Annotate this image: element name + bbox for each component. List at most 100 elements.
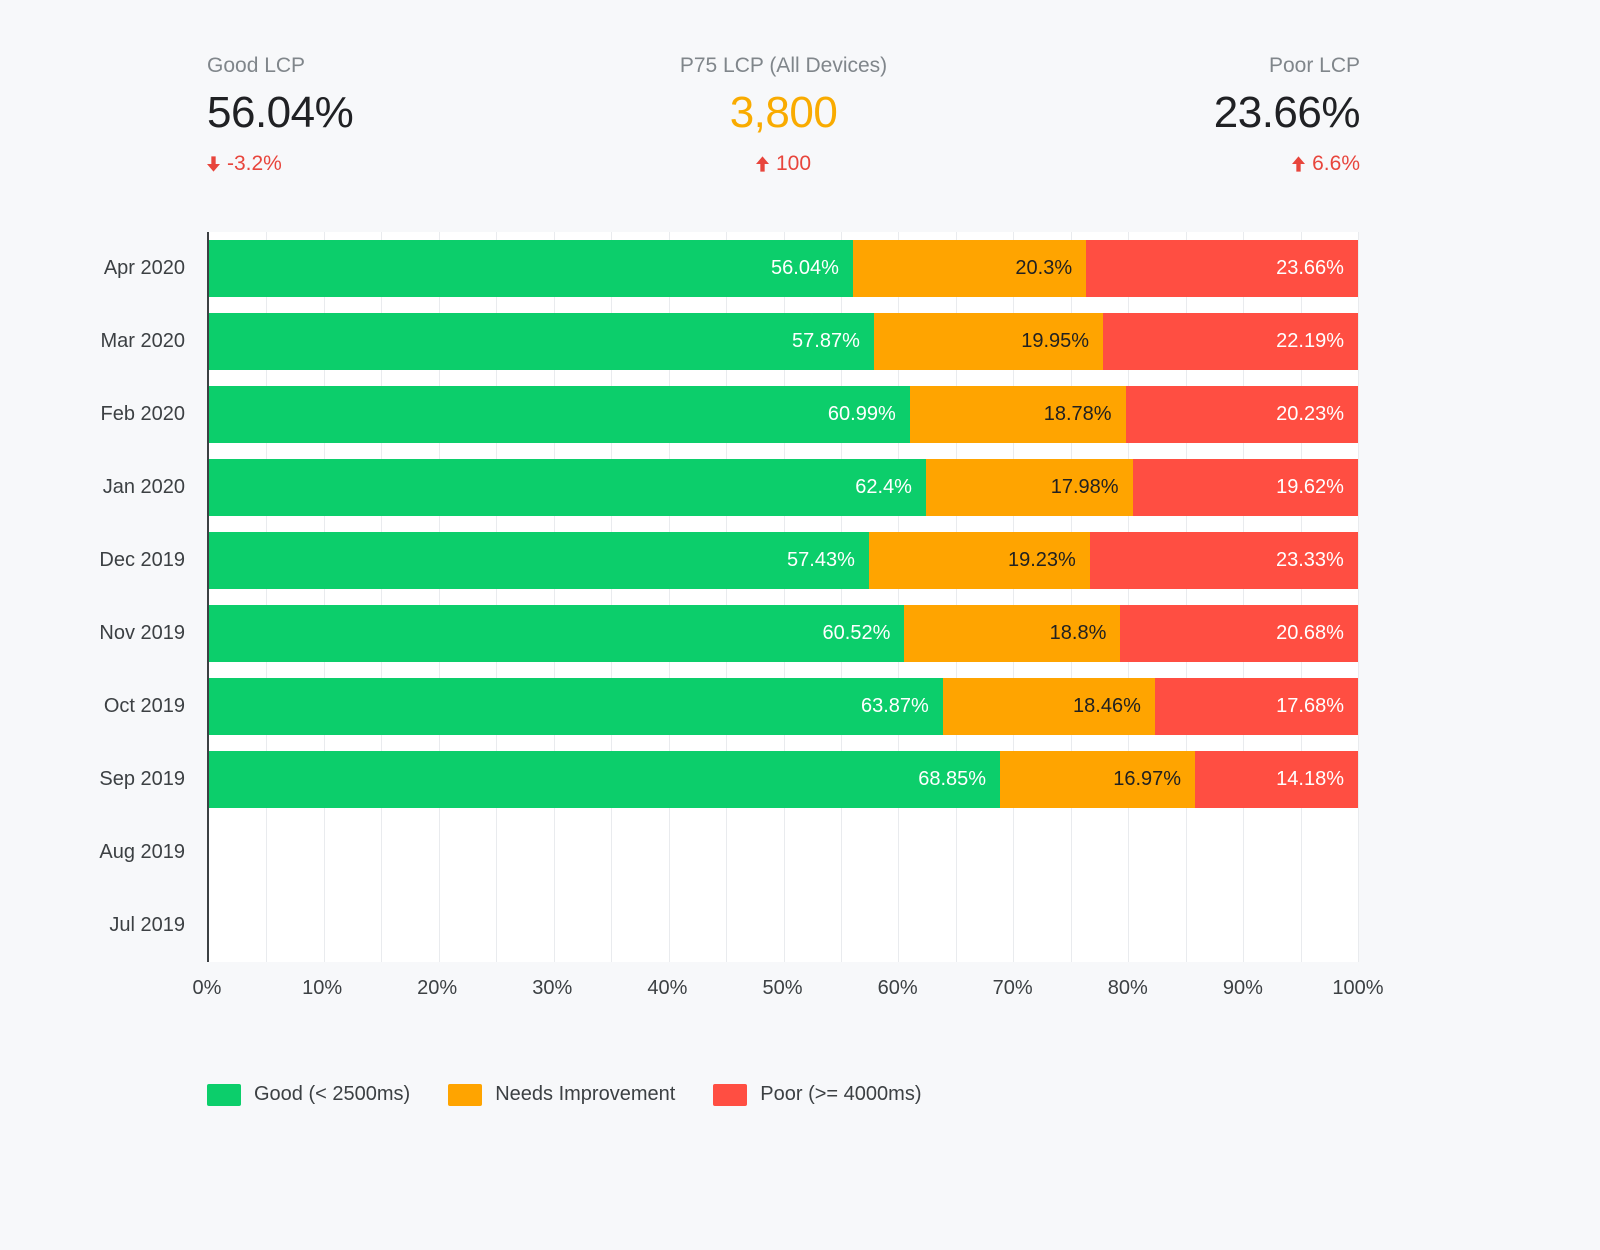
stacked-bar: 68.85% 16.97% 14.18% — [209, 751, 1358, 808]
stacked-bar: 60.52% 18.8% 20.68% — [209, 605, 1358, 662]
bar-row: 60.52% 18.8% 20.68% — [209, 597, 1358, 670]
kpi-label: P75 LCP (All Devices) — [679, 54, 888, 77]
kpi-p75-lcp: P75 LCP (All Devices) 3,800 100 — [680, 54, 887, 176]
gridline — [955, 232, 957, 962]
bar-value-label: 57.43% — [787, 549, 855, 571]
bar-value-label: 60.52% — [822, 622, 891, 644]
bar-segment[interactable]: 57.87% — [209, 313, 874, 370]
kpi-delta: 6.6% — [887, 152, 1360, 176]
bar-segment[interactable]: 56.04% — [209, 240, 853, 297]
x-axis-tick: 0% — [192, 977, 222, 999]
kpi-good-lcp: Good LCP 56.04% -3.2% — [207, 54, 680, 176]
y-axis-label: Aug 2019 — [99, 841, 185, 863]
bar-value-label: 20.23% — [1276, 403, 1344, 425]
bar-segment[interactable]: 19.23% — [868, 532, 1090, 589]
legend-label: Good (< 2500ms) — [254, 1083, 411, 1105]
bar-segment[interactable]: 18.8% — [904, 605, 1121, 662]
bar-segment[interactable]: 60.99% — [209, 386, 910, 443]
bar-value-label: 62.4% — [855, 476, 912, 498]
kpi-value: 56.04% — [207, 88, 354, 137]
bar-value-label: 22.19% — [1276, 330, 1345, 352]
bar-segment[interactable]: 23.66% — [1086, 240, 1358, 297]
bar-segment[interactable]: 20.68% — [1120, 605, 1358, 662]
bar-value-label: 68.85% — [918, 768, 987, 790]
arrow-down-icon — [207, 156, 220, 172]
bar-segment[interactable]: 18.78% — [909, 386, 1126, 443]
bar-row: 68.85% 16.97% 14.18% — [209, 743, 1358, 816]
x-axis-tick: 50% — [762, 977, 803, 999]
legend-swatch — [448, 1083, 483, 1106]
bar-value-label: 20.68% — [1276, 622, 1344, 644]
bar-value-label: 20.3% — [1015, 257, 1073, 279]
bar-value-label: 17.68% — [1276, 695, 1344, 717]
gridline — [1013, 232, 1015, 962]
bar-segment[interactable]: 20.3% — [852, 240, 1087, 297]
y-axis-label: Oct 2019 — [103, 695, 185, 717]
legend-item[interactable]: Poor (>= 4000ms) — [713, 1083, 921, 1106]
kpi-delta: -3.2% — [207, 152, 680, 176]
stacked-bar: 57.43% 19.23% 23.33% — [209, 532, 1358, 589]
gridline — [1243, 232, 1245, 962]
stacked-bar: 60.99% 18.78% 20.23% — [209, 386, 1358, 443]
gridline — [1128, 232, 1130, 962]
bar-segment[interactable]: 57.43% — [209, 532, 869, 589]
gridline — [726, 232, 728, 962]
bar-segment[interactable]: 16.97% — [1000, 751, 1196, 808]
bar-value-label: 16.97% — [1113, 768, 1182, 790]
legend-label: Poor (>= 4000ms) — [760, 1083, 922, 1105]
bar-segment[interactable]: 22.19% — [1103, 313, 1359, 370]
bar-segment[interactable]: 17.68% — [1154, 678, 1358, 735]
kpi-delta-value: 6.6% — [1312, 152, 1360, 175]
bar-row: 62.4% 17.98% 19.62% — [209, 451, 1358, 524]
gridline — [266, 232, 268, 962]
gridline — [783, 232, 785, 962]
bar-value-label: 56.04% — [771, 257, 839, 279]
bar-value-label: 14.18% — [1276, 768, 1344, 790]
legend-item[interactable]: Good (< 2500ms) — [207, 1083, 410, 1106]
gridline — [381, 232, 383, 962]
gridline — [668, 232, 670, 962]
bar-segment[interactable]: 63.87% — [209, 678, 943, 735]
bar-segment[interactable]: 19.62% — [1132, 459, 1358, 516]
bar-segment[interactable]: 18.46% — [942, 678, 1155, 735]
bar-segment[interactable]: 23.33% — [1089, 532, 1358, 589]
bar-segment[interactable]: 14.18% — [1195, 751, 1358, 808]
bar-row: 63.87% 18.46% 17.68% — [209, 670, 1358, 743]
gridline — [898, 232, 900, 962]
bar-value-label: 19.95% — [1021, 330, 1090, 352]
x-axis-tick: 10% — [302, 977, 343, 999]
plot-area: 56.04% 20.3% 23.66% 57.87% 19.95% 22.19% 60.99… — [207, 232, 1359, 962]
bar-segment[interactable]: 60.52% — [209, 605, 905, 662]
stacked-bar: 57.87% 19.95% 22.19% — [209, 313, 1359, 370]
gridline — [1185, 232, 1187, 962]
x-axis-tick: 20% — [417, 977, 458, 999]
x-axis-tick: 90% — [1222, 977, 1263, 999]
gridline — [323, 232, 325, 962]
gridline — [1358, 232, 1359, 962]
x-axis-tick: 30% — [532, 977, 573, 999]
bar-value-label: 18.46% — [1073, 695, 1141, 717]
bar-segment[interactable]: 68.85% — [209, 751, 1001, 808]
legend-item[interactable]: Needs Improvement — [448, 1083, 675, 1106]
gridline — [438, 232, 440, 962]
bar-value-label: 18.8% — [1049, 622, 1107, 644]
bar-segment[interactable]: 20.23% — [1125, 386, 1358, 443]
bar-segment[interactable]: 62.4% — [209, 459, 926, 516]
legend-swatch — [207, 1083, 241, 1106]
stacked-bar: 56.04% 20.3% 23.66% — [209, 240, 1358, 297]
stacked-bar — [209, 824, 1358, 881]
bar-value-label: 23.33% — [1276, 549, 1344, 571]
x-axis: 0% 10% 20% 30% 40% 50% 60% 70% 80% 90% 100% — [193, 977, 1384, 1019]
kpi-value: 3,800 — [729, 88, 838, 137]
bar-segment[interactable]: 17.98% — [925, 459, 1133, 516]
gridline — [1300, 232, 1302, 962]
kpi-label: Poor LCP — [1268, 54, 1360, 77]
x-axis-tick: 60% — [877, 977, 918, 999]
kpi-delta: 100 — [680, 152, 887, 176]
x-axis-tick: 100% — [1332, 977, 1384, 999]
kpi-row: Good LCP 56.04% -3.2% P75 LCP (All Devic… — [207, 54, 1360, 176]
legend-swatch — [713, 1083, 748, 1106]
stacked-bar: 62.4% 17.98% 19.62% — [209, 459, 1358, 516]
bar-value-label: 17.98% — [1050, 476, 1119, 498]
bar-segment[interactable]: 19.95% — [873, 313, 1104, 370]
